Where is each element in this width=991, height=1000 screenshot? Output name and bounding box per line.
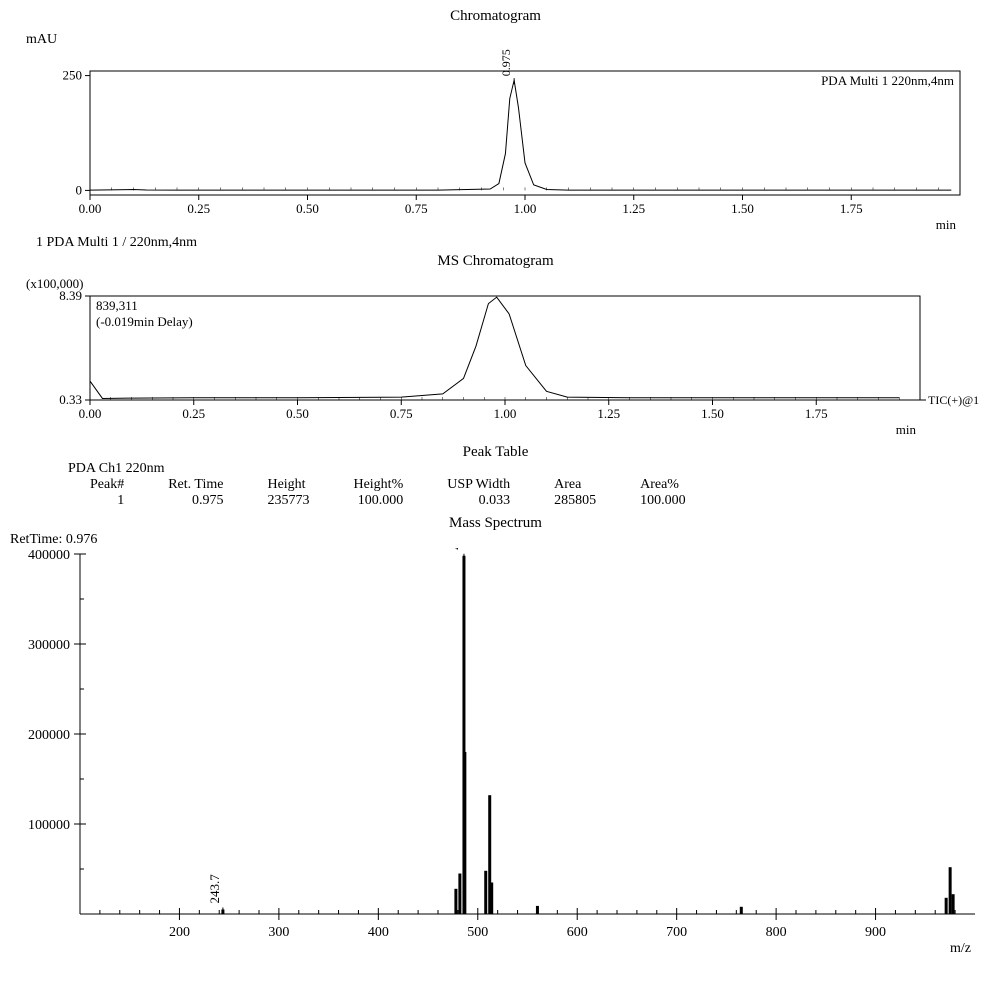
svg-text:486.1: 486.1	[448, 548, 463, 550]
svg-text:1.25: 1.25	[622, 201, 645, 216]
svg-text:0.50: 0.50	[296, 201, 319, 216]
svg-text:min: min	[936, 217, 957, 232]
svg-text:mAU: mAU	[26, 32, 57, 47]
peak-table-channel: PDA Ch1 220nm	[68, 461, 983, 477]
svg-text:0.33: 0.33	[59, 392, 82, 407]
chromatogram-title: Chromatogram	[8, 8, 983, 25]
table-column-header: Height%	[331, 477, 425, 493]
svg-text:0.50: 0.50	[286, 406, 309, 421]
table-cell: 1	[68, 493, 146, 509]
svg-text:500: 500	[467, 925, 488, 940]
svg-text:min: min	[896, 422, 917, 437]
table-cell: 235773	[245, 493, 331, 509]
table-cell: 0.975	[146, 493, 245, 509]
table-column-header: Area	[532, 477, 618, 493]
chromatogram-footer: 1 PDA Multi 1 / 220nm,4nm	[36, 235, 983, 251]
svg-text:200000: 200000	[28, 728, 70, 743]
svg-text:1.00: 1.00	[514, 201, 537, 216]
peak-table: Peak#Ret. TimeHeightHeight%USP WidthArea…	[68, 477, 708, 509]
table-column-header: USP Width	[425, 477, 532, 493]
svg-text:1.75: 1.75	[840, 201, 863, 216]
svg-text:1.25: 1.25	[597, 406, 620, 421]
table-column-header: Area%	[618, 477, 708, 493]
table-row: 10.975235773100.0000.033285805100.000	[68, 493, 708, 509]
svg-text:0.00: 0.00	[79, 406, 102, 421]
svg-text:0.975: 0.975	[499, 49, 513, 76]
svg-text:0.25: 0.25	[187, 201, 210, 216]
peak-table-title: Peak Table	[8, 444, 983, 461]
svg-text:0.00: 0.00	[79, 201, 102, 216]
svg-text:900: 900	[865, 925, 886, 940]
svg-text:839,311: 839,311	[96, 298, 138, 313]
svg-text:1.50: 1.50	[731, 201, 754, 216]
table-column-header: Height	[245, 477, 331, 493]
table-column-header: Ret. Time	[146, 477, 245, 493]
svg-text:600: 600	[567, 925, 588, 940]
svg-text:0.25: 0.25	[182, 406, 205, 421]
svg-text:200: 200	[169, 925, 190, 940]
svg-text:700: 700	[666, 925, 687, 940]
svg-text:(-0.019min Delay): (-0.019min Delay)	[96, 314, 193, 329]
svg-text:1.75: 1.75	[805, 406, 828, 421]
mass-spectrum-chart: 100000 200000 300000 400000 200 300 400 500 600 7…	[8, 548, 983, 953]
table-column-header: Peak#	[68, 477, 146, 493]
mass-spectrum-title: Mass Spectrum	[8, 515, 983, 532]
svg-text:400000: 400000	[28, 548, 70, 563]
svg-text:250: 250	[63, 68, 83, 83]
svg-text:TIC(+)@1: TIC(+)@1	[928, 393, 979, 407]
svg-text:m/z: m/z	[950, 941, 971, 953]
svg-text:PDA Multi 1 220nm,4nm: PDA Multi 1 220nm,4nm	[821, 73, 954, 88]
chromatogram-chart: mAU 0 250 0.00 0.25 0.50 0.75 1.00 1.25 1.50 1.75 m…	[8, 25, 983, 235]
svg-text:300: 300	[268, 925, 289, 940]
svg-text:8.39: 8.39	[59, 288, 82, 303]
svg-text:0.75: 0.75	[405, 201, 428, 216]
svg-text:1.00: 1.00	[494, 406, 517, 421]
mass-spectrum-header: RetTime: 0.976	[10, 532, 983, 548]
ms-chrom-chart: (x100,000)0.338.390.000.250.500.751.001.…	[8, 270, 983, 440]
table-cell: 285805	[532, 493, 618, 509]
table-cell: 100.000	[331, 493, 425, 509]
svg-text:0: 0	[76, 182, 83, 197]
table-cell: 0.033	[425, 493, 532, 509]
svg-text:243.7: 243.7	[207, 874, 222, 904]
svg-text:800: 800	[766, 925, 787, 940]
svg-text:0.75: 0.75	[390, 406, 413, 421]
table-cell: 100.000	[618, 493, 708, 509]
svg-text:400: 400	[368, 925, 389, 940]
svg-text:100000: 100000	[28, 818, 70, 833]
svg-text:300000: 300000	[28, 638, 70, 653]
ms-chrom-title: MS Chromatogram	[8, 253, 983, 270]
svg-text:1.50: 1.50	[701, 406, 724, 421]
